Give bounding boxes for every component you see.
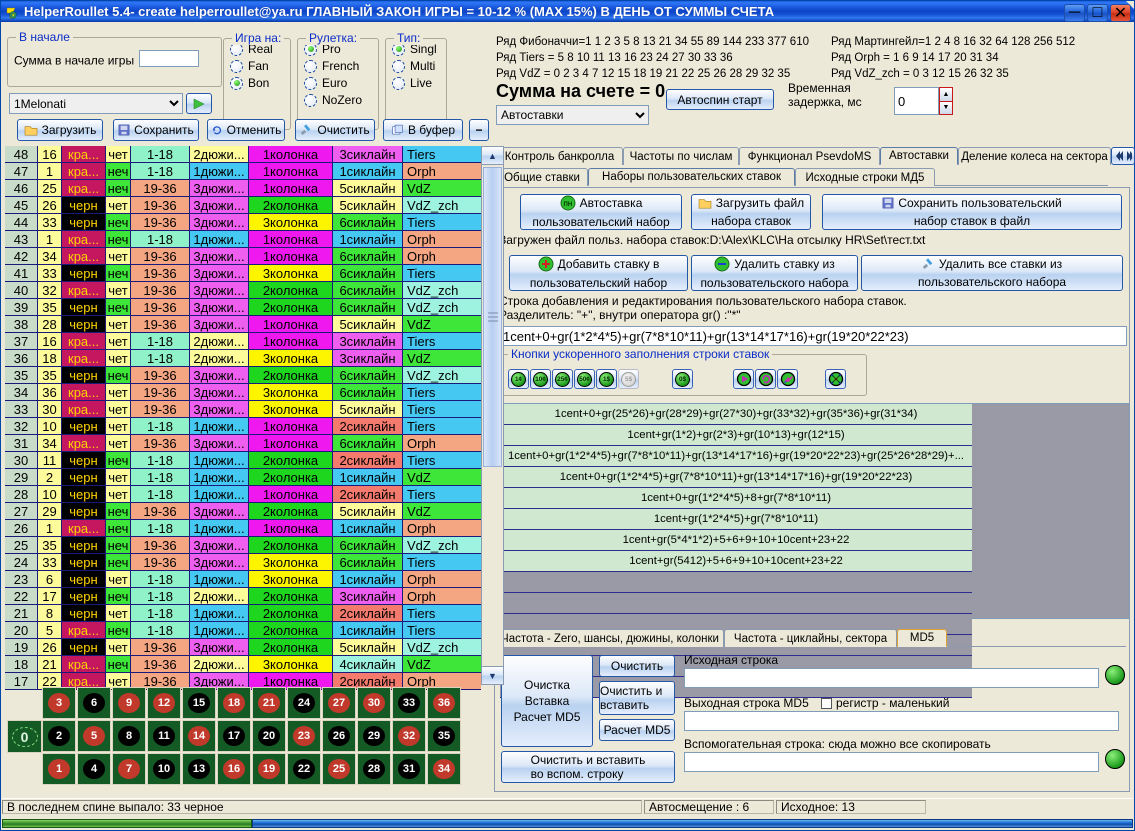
svg-text:ПН: ПН [563,202,572,208]
